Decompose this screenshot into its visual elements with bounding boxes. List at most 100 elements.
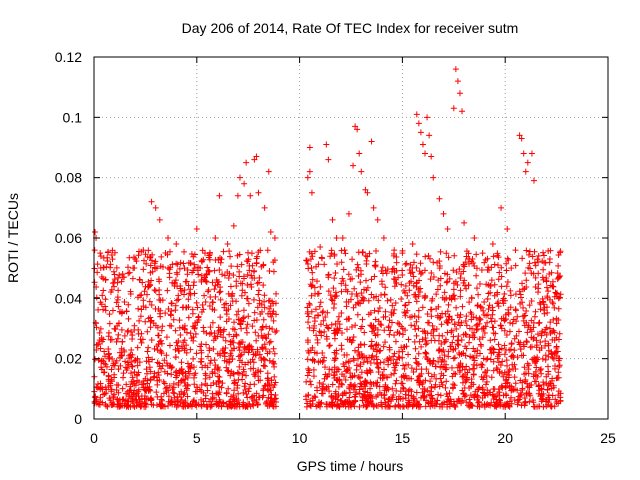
data-point	[445, 313, 452, 320]
data-point	[556, 330, 563, 337]
data-point	[361, 341, 368, 348]
data-point	[111, 276, 118, 283]
data-point	[253, 317, 260, 324]
data-point	[239, 371, 246, 378]
data-point	[357, 341, 364, 348]
data-point	[391, 269, 398, 276]
data-point	[148, 396, 155, 403]
data-point	[375, 368, 382, 375]
data-point	[328, 321, 335, 328]
x-tick-labels: 0 5 10 15 20 25	[90, 430, 616, 446]
data-point	[243, 329, 250, 336]
data-point	[371, 273, 378, 280]
data-point	[95, 401, 102, 408]
data-point	[373, 382, 380, 389]
data-point	[552, 289, 559, 296]
data-point	[270, 403, 277, 410]
data-point	[511, 347, 518, 354]
data-point	[146, 298, 153, 305]
data-point	[512, 365, 519, 372]
data-point	[103, 402, 110, 409]
data-point	[266, 339, 273, 346]
data-point	[462, 343, 469, 350]
data-point	[534, 331, 541, 338]
data-point	[122, 397, 129, 404]
data-point	[544, 293, 551, 300]
data-point	[219, 380, 226, 387]
data-point	[539, 274, 546, 281]
data-point	[376, 304, 383, 311]
data-point	[116, 272, 123, 279]
data-point	[184, 381, 191, 388]
data-point	[333, 235, 340, 241]
data-point	[174, 261, 181, 268]
data-point	[425, 370, 432, 377]
data-point	[235, 353, 242, 360]
data-point	[530, 334, 537, 341]
data-point	[178, 378, 185, 385]
data-point	[178, 388, 185, 395]
data-point	[206, 251, 213, 258]
data-point	[400, 362, 407, 369]
data-point	[185, 314, 192, 321]
data-point	[327, 292, 334, 299]
data-point	[500, 403, 507, 410]
data-point	[304, 356, 311, 363]
data-point	[110, 279, 117, 286]
data-point	[545, 340, 552, 347]
data-point	[364, 284, 371, 291]
data-point	[127, 291, 134, 298]
data-point	[270, 317, 277, 324]
data-point	[129, 363, 136, 370]
data-point	[443, 390, 450, 397]
data-point	[216, 383, 223, 390]
data-point	[376, 389, 383, 396]
data-point	[165, 265, 172, 272]
data-point	[187, 291, 194, 298]
data-point	[271, 257, 278, 264]
data-point	[216, 367, 223, 374]
data-point	[519, 385, 526, 392]
data-point	[385, 361, 392, 368]
data-point	[270, 308, 277, 315]
data-point	[92, 393, 99, 400]
data-point	[402, 312, 409, 319]
data-point	[463, 285, 470, 292]
data-point	[105, 378, 112, 385]
data-point	[436, 347, 443, 354]
data-point	[413, 403, 420, 410]
data-point	[121, 332, 128, 339]
data-point	[261, 304, 268, 311]
data-point	[519, 255, 526, 262]
data-point	[163, 360, 170, 367]
data-point	[355, 273, 362, 280]
data-point	[556, 363, 563, 370]
data-point	[247, 365, 254, 372]
data-point	[381, 395, 388, 402]
data-point	[230, 392, 237, 399]
data-point	[446, 390, 453, 397]
data-point	[378, 399, 385, 406]
data-point	[202, 372, 209, 379]
data-point	[419, 385, 426, 392]
data-point	[132, 357, 139, 364]
data-point	[354, 299, 361, 306]
data-point	[517, 390, 524, 397]
data-point	[491, 292, 498, 299]
data-point	[235, 308, 242, 315]
data-point	[378, 322, 385, 329]
data-point	[385, 386, 392, 393]
data-point	[165, 387, 172, 394]
data-point	[481, 259, 488, 266]
data-point	[212, 362, 219, 369]
data-point	[164, 287, 171, 294]
data-point	[212, 282, 219, 289]
data-point	[103, 363, 110, 370]
data-point	[474, 326, 481, 333]
x-tick-label: 10	[292, 430, 308, 446]
data-point	[166, 248, 173, 255]
data-point	[118, 326, 125, 333]
data-point	[538, 370, 545, 377]
data-point	[205, 267, 212, 274]
data-point	[179, 345, 186, 352]
